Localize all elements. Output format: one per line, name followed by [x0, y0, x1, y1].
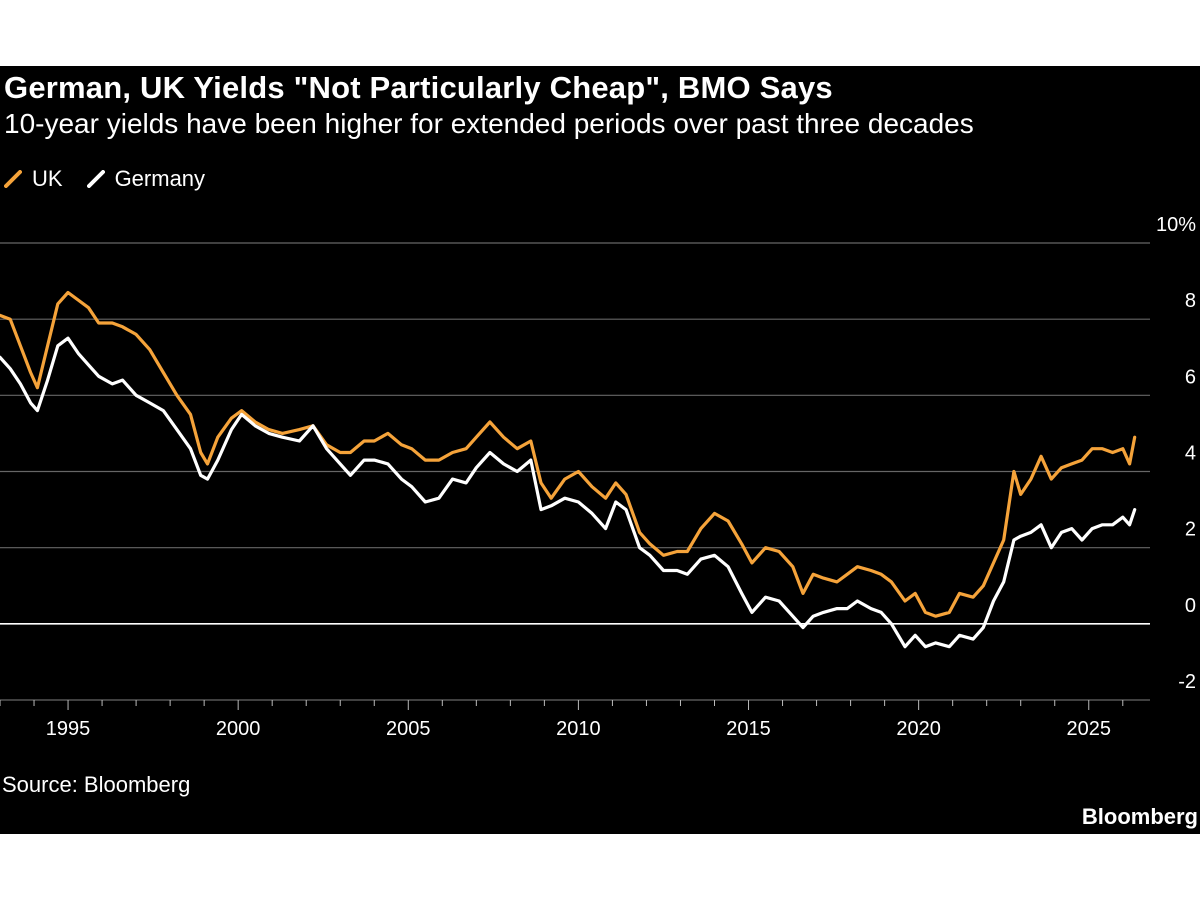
y-tick-label-5: 8	[1185, 290, 1196, 312]
x-tick-label-3: 2010	[556, 718, 601, 740]
source-note: Source: Bloomberg	[2, 772, 191, 797]
series-line-uk	[0, 290, 1137, 618]
bloomberg-logo: Bloomberg	[1081, 804, 1198, 829]
y-tick-label-4: 6	[1185, 366, 1196, 388]
x-tick-label-5: 2020	[896, 718, 941, 740]
x-tick-label-0: 1995	[46, 718, 91, 740]
y-tick-label-1: 0	[1185, 595, 1196, 617]
x-tick-label-4: 2015	[726, 718, 771, 740]
legend-item-germany: Germany	[86, 166, 206, 192]
legend-item-uk: UK	[4, 166, 63, 192]
legend-swatch-germany	[86, 170, 105, 188]
y-tick-label-6: 10%	[1156, 214, 1196, 236]
y-tick-label-0: -2	[1178, 671, 1196, 693]
line-chart: -2 0 2 4 6 8 10% 1995 2000 2005 2010 2015 2020 2025	[0, 214, 1196, 740]
y-tick-label-2: 2	[1185, 519, 1196, 541]
y-tick-label-3: 4	[1185, 443, 1196, 465]
x-tick-label-2: 2005	[386, 718, 431, 740]
legend: UK Germany	[4, 166, 229, 192]
legend-label-uk: UK	[32, 166, 63, 191]
legend-label-germany: Germany	[114, 166, 206, 191]
legend-swatch-uk	[4, 170, 22, 188]
x-tick-label-6: 2025	[1067, 718, 1112, 740]
chart-title: German, UK Yields "Not Particularly Chea…	[4, 70, 833, 105]
x-tick-label-1: 2000	[216, 718, 261, 740]
series-line-germany	[0, 336, 1137, 649]
chart-panel: German, UK Yields "Not Particularly Chea…	[0, 66, 1200, 834]
chart-subtitle: 10-year yields have been higher for exte…	[4, 108, 974, 139]
